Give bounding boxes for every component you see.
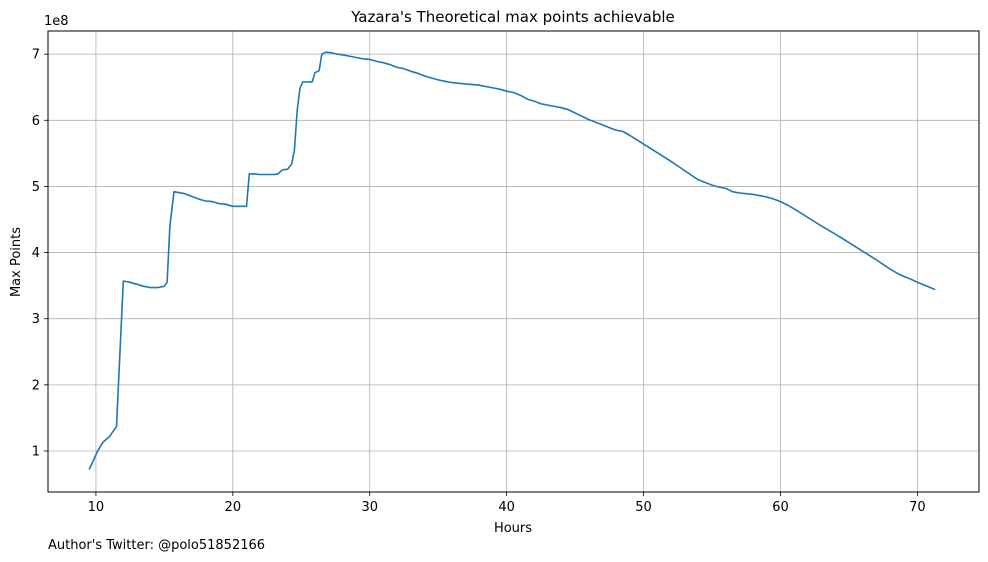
grid — [48, 31, 979, 492]
chart-title: Yazara's Theoretical max points achievab… — [350, 8, 675, 26]
x-tick-label: 70 — [909, 500, 926, 515]
y-tick-label: 2 — [32, 378, 40, 393]
plot-frame — [47, 30, 980, 493]
y-axis-ticks: 1 2 3 4 5 6 7 — [32, 48, 48, 459]
y-tick-label: 6 — [32, 114, 40, 129]
x-tick-label: 60 — [772, 500, 789, 515]
y-axis-label: Max Points — [9, 227, 24, 297]
x-axis-label: Hours — [494, 521, 532, 536]
y-offset-label: 1e8 — [44, 14, 69, 29]
y-tick-label: 7 — [32, 48, 40, 63]
x-axis-ticks: 10 20 30 40 50 60 70 — [88, 492, 926, 515]
x-tick-label: 20 — [225, 500, 242, 515]
y-tick-label: 1 — [32, 444, 40, 459]
y-tick-label: 5 — [32, 180, 40, 195]
x-tick-label: 40 — [498, 500, 515, 515]
y-tick-label: 4 — [32, 246, 40, 261]
x-tick-label: 30 — [361, 500, 378, 515]
y-tick-label: 3 — [32, 312, 40, 327]
x-tick-label: 10 — [88, 500, 105, 515]
series-line — [88, 51, 936, 470]
x-tick-label: 50 — [635, 500, 652, 515]
author-credit: Author's Twitter: @polo51852166 — [48, 538, 266, 553]
